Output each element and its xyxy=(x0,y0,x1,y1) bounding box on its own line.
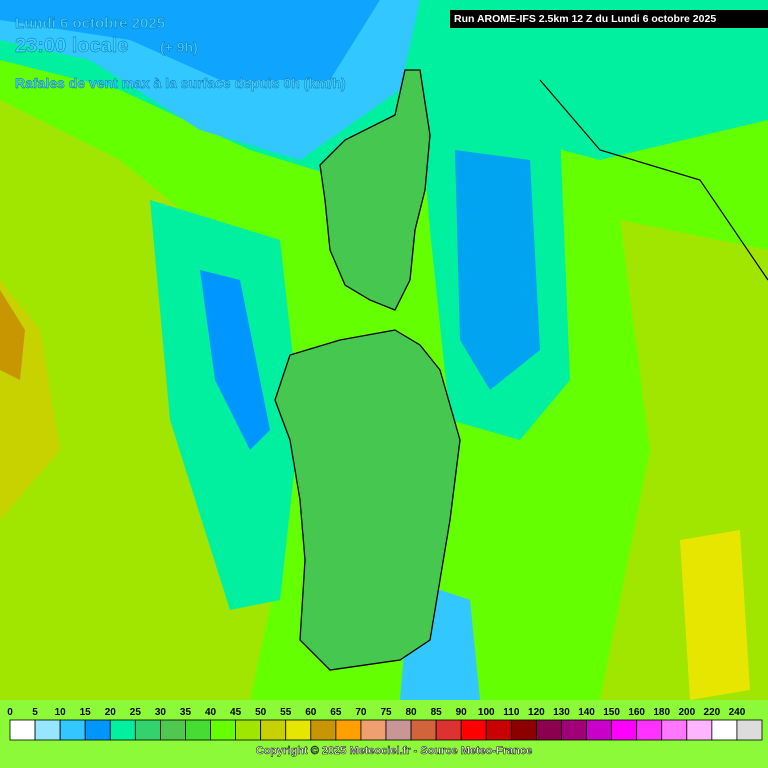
legend-label: 40 xyxy=(205,707,217,718)
legend-label: 25 xyxy=(130,707,142,718)
legend-label: 5 xyxy=(32,707,38,718)
legend-swatch xyxy=(686,719,713,741)
date: Lundi 6 octobre 2025 xyxy=(15,15,165,32)
legend-swatch xyxy=(84,719,111,741)
legend-label: 110 xyxy=(503,707,520,718)
legend-label: 50 xyxy=(255,707,267,718)
offset: (+ 9h) xyxy=(160,39,198,55)
legend-label: 220 xyxy=(704,707,721,718)
legend-swatch xyxy=(510,719,537,741)
legend-swatch xyxy=(260,719,287,741)
legend-label: 60 xyxy=(305,707,317,718)
legend-swatch xyxy=(586,719,612,741)
legend-swatch xyxy=(185,719,211,741)
run-box xyxy=(450,10,768,28)
field-area xyxy=(0,0,380,80)
subtitle: Rafales de vent max à la surface depuis … xyxy=(15,75,346,91)
legend-label: 180 xyxy=(653,707,670,718)
legend-swatch xyxy=(611,719,638,741)
field-area xyxy=(150,200,300,610)
legend-swatch xyxy=(109,719,136,741)
legend-label: 120 xyxy=(528,707,545,718)
legend-swatch xyxy=(636,719,663,741)
legend-label: 45 xyxy=(230,707,242,718)
legend-label: 90 xyxy=(456,707,468,718)
legend-label: 65 xyxy=(330,707,342,718)
legend-swatch xyxy=(335,719,362,741)
legend-label: 100 xyxy=(478,707,495,718)
legend-label: 70 xyxy=(355,707,367,718)
legend-label: 200 xyxy=(678,707,695,718)
legend-label: 75 xyxy=(380,707,392,718)
legend-label: 80 xyxy=(406,707,418,718)
run-label: Run AROME-IFS 2.5km 12 Z du Lundi 6 octo… xyxy=(454,13,716,25)
legend-label: 0 xyxy=(7,707,13,718)
legend-swatch xyxy=(736,719,763,741)
corsica xyxy=(319,69,431,311)
sardinia xyxy=(274,329,461,671)
field-area xyxy=(455,150,540,390)
time: 23:00 locale xyxy=(15,35,128,57)
legend-label: 30 xyxy=(155,707,167,718)
legend-swatch xyxy=(310,719,337,741)
legend-swatch xyxy=(59,719,86,741)
legend-swatch xyxy=(711,719,738,741)
field-area xyxy=(200,270,270,450)
legend-swatch xyxy=(9,719,36,741)
legend-swatch xyxy=(661,719,688,741)
legend-swatch xyxy=(360,719,387,741)
legend-label: 130 xyxy=(553,707,570,718)
legend-label: 55 xyxy=(280,707,292,718)
legend-label: 10 xyxy=(55,707,67,718)
coastline xyxy=(539,79,768,281)
legend-swatch xyxy=(210,719,237,741)
legend-swatch xyxy=(561,719,587,741)
legend-label: 160 xyxy=(628,707,645,718)
legend-label: 35 xyxy=(180,707,192,718)
legend-swatch xyxy=(134,719,161,741)
legend-swatch xyxy=(34,719,61,741)
copyright: Copyright © 2025 Meteociel.fr - Source M… xyxy=(256,745,532,757)
field-area xyxy=(0,290,25,380)
legend-swatch xyxy=(385,719,412,741)
legend-swatch xyxy=(410,719,437,741)
legend-label: 240 xyxy=(729,707,746,718)
legend-swatch xyxy=(435,719,462,741)
legend-swatch xyxy=(235,719,262,741)
legend-swatch xyxy=(536,719,562,741)
legend-swatch xyxy=(485,719,512,741)
legend-swatch xyxy=(285,719,312,741)
legend-swatch xyxy=(159,719,186,741)
legend-label: 140 xyxy=(578,707,595,718)
legend-swatch xyxy=(460,719,487,741)
legend-label: 15 xyxy=(80,707,92,718)
field-area xyxy=(680,530,750,700)
legend-label: 150 xyxy=(603,707,620,718)
legend-label: 20 xyxy=(105,707,117,718)
legend-label: 85 xyxy=(431,707,443,718)
